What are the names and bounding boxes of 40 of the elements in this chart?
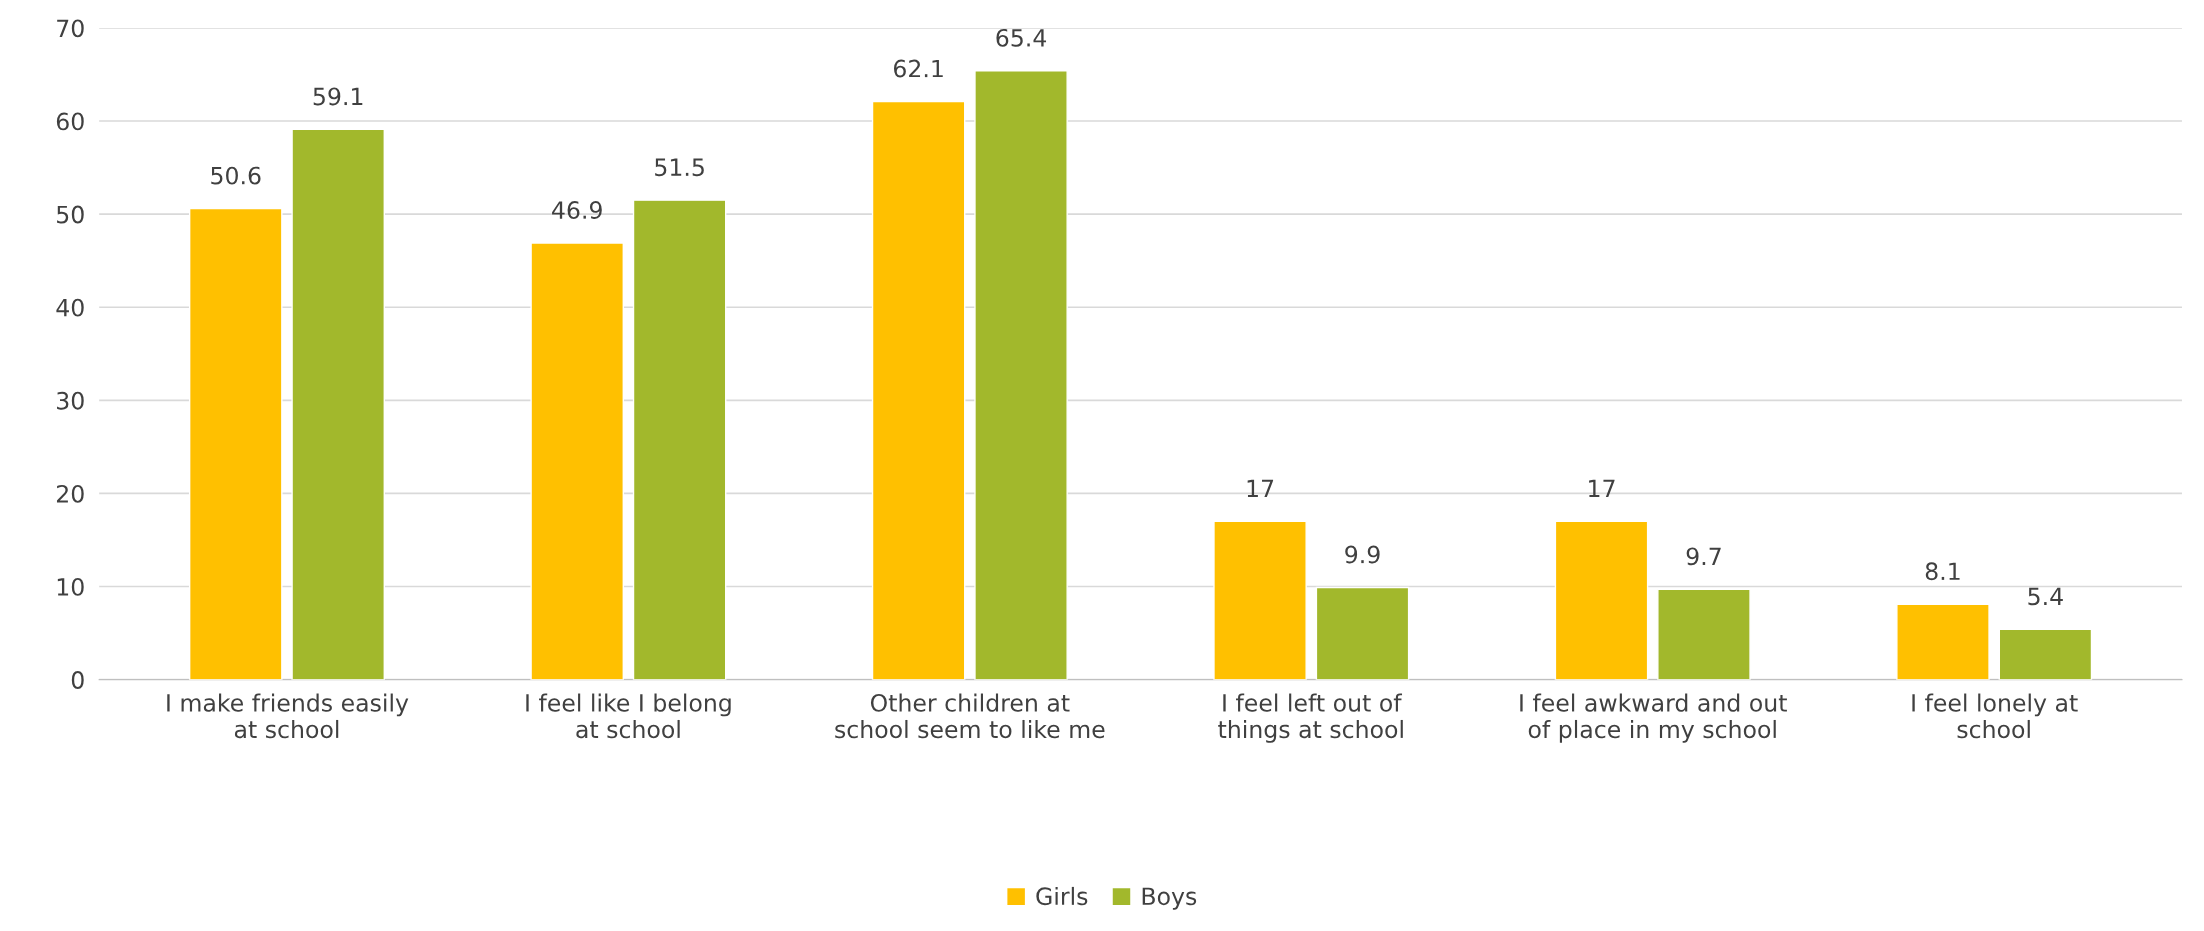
bar <box>530 242 624 680</box>
data-label: 17 <box>1589 479 1615 498</box>
bar <box>632 199 727 680</box>
bar <box>1896 603 1990 680</box>
bar <box>1315 586 1410 680</box>
bar <box>1657 588 1751 680</box>
x-tick-label: I feel awkward and out of place in my school <box>1520 693 1787 743</box>
y-tick-label: 20 <box>56 484 84 503</box>
data-label: 8.1 <box>1925 562 1960 581</box>
data-label: 9.9 <box>1345 545 1380 564</box>
data-label: 5.4 <box>2028 587 2063 606</box>
y-tick-label: 30 <box>57 391 84 410</box>
x-tick-label: I feel like I belong at school <box>526 693 731 739</box>
bar <box>974 70 1068 680</box>
bar <box>291 128 385 680</box>
y-tick-label: 40 <box>56 298 84 317</box>
data-label: 51.5 <box>655 158 704 177</box>
data-label: 59.1 <box>313 87 363 106</box>
bar <box>1213 520 1307 680</box>
y-tick-label: 10 <box>57 577 84 596</box>
data-label: 46.9 <box>552 201 602 219</box>
x-tick-label: I make friends easily at school <box>167 693 409 739</box>
data-label: 50.6 <box>211 166 261 185</box>
data-label: 17 <box>1247 479 1274 498</box>
x-tick-label: I feel lonely at school <box>1912 693 2078 739</box>
bar <box>1998 628 2093 680</box>
data-label: 65.4 <box>996 28 1047 47</box>
legend-label: Boys <box>1142 887 1197 910</box>
bar <box>871 100 966 680</box>
data-label: 9.7 <box>1686 547 1721 566</box>
y-tick-label: 0 <box>71 671 84 689</box>
x-tick-label: Other children at school seem to like me <box>835 693 1105 739</box>
bar <box>1554 520 1649 680</box>
data-label: 62.1 <box>894 59 943 78</box>
y-tick-label: 50 <box>57 205 84 224</box>
y-tick-label: 70 <box>57 19 84 38</box>
legend-label: Girls <box>1036 886 1088 906</box>
y-tick-label: 60 <box>56 112 84 131</box>
bar <box>188 207 283 680</box>
x-tick-label: I feel left out of things at school <box>1218 693 1403 743</box>
